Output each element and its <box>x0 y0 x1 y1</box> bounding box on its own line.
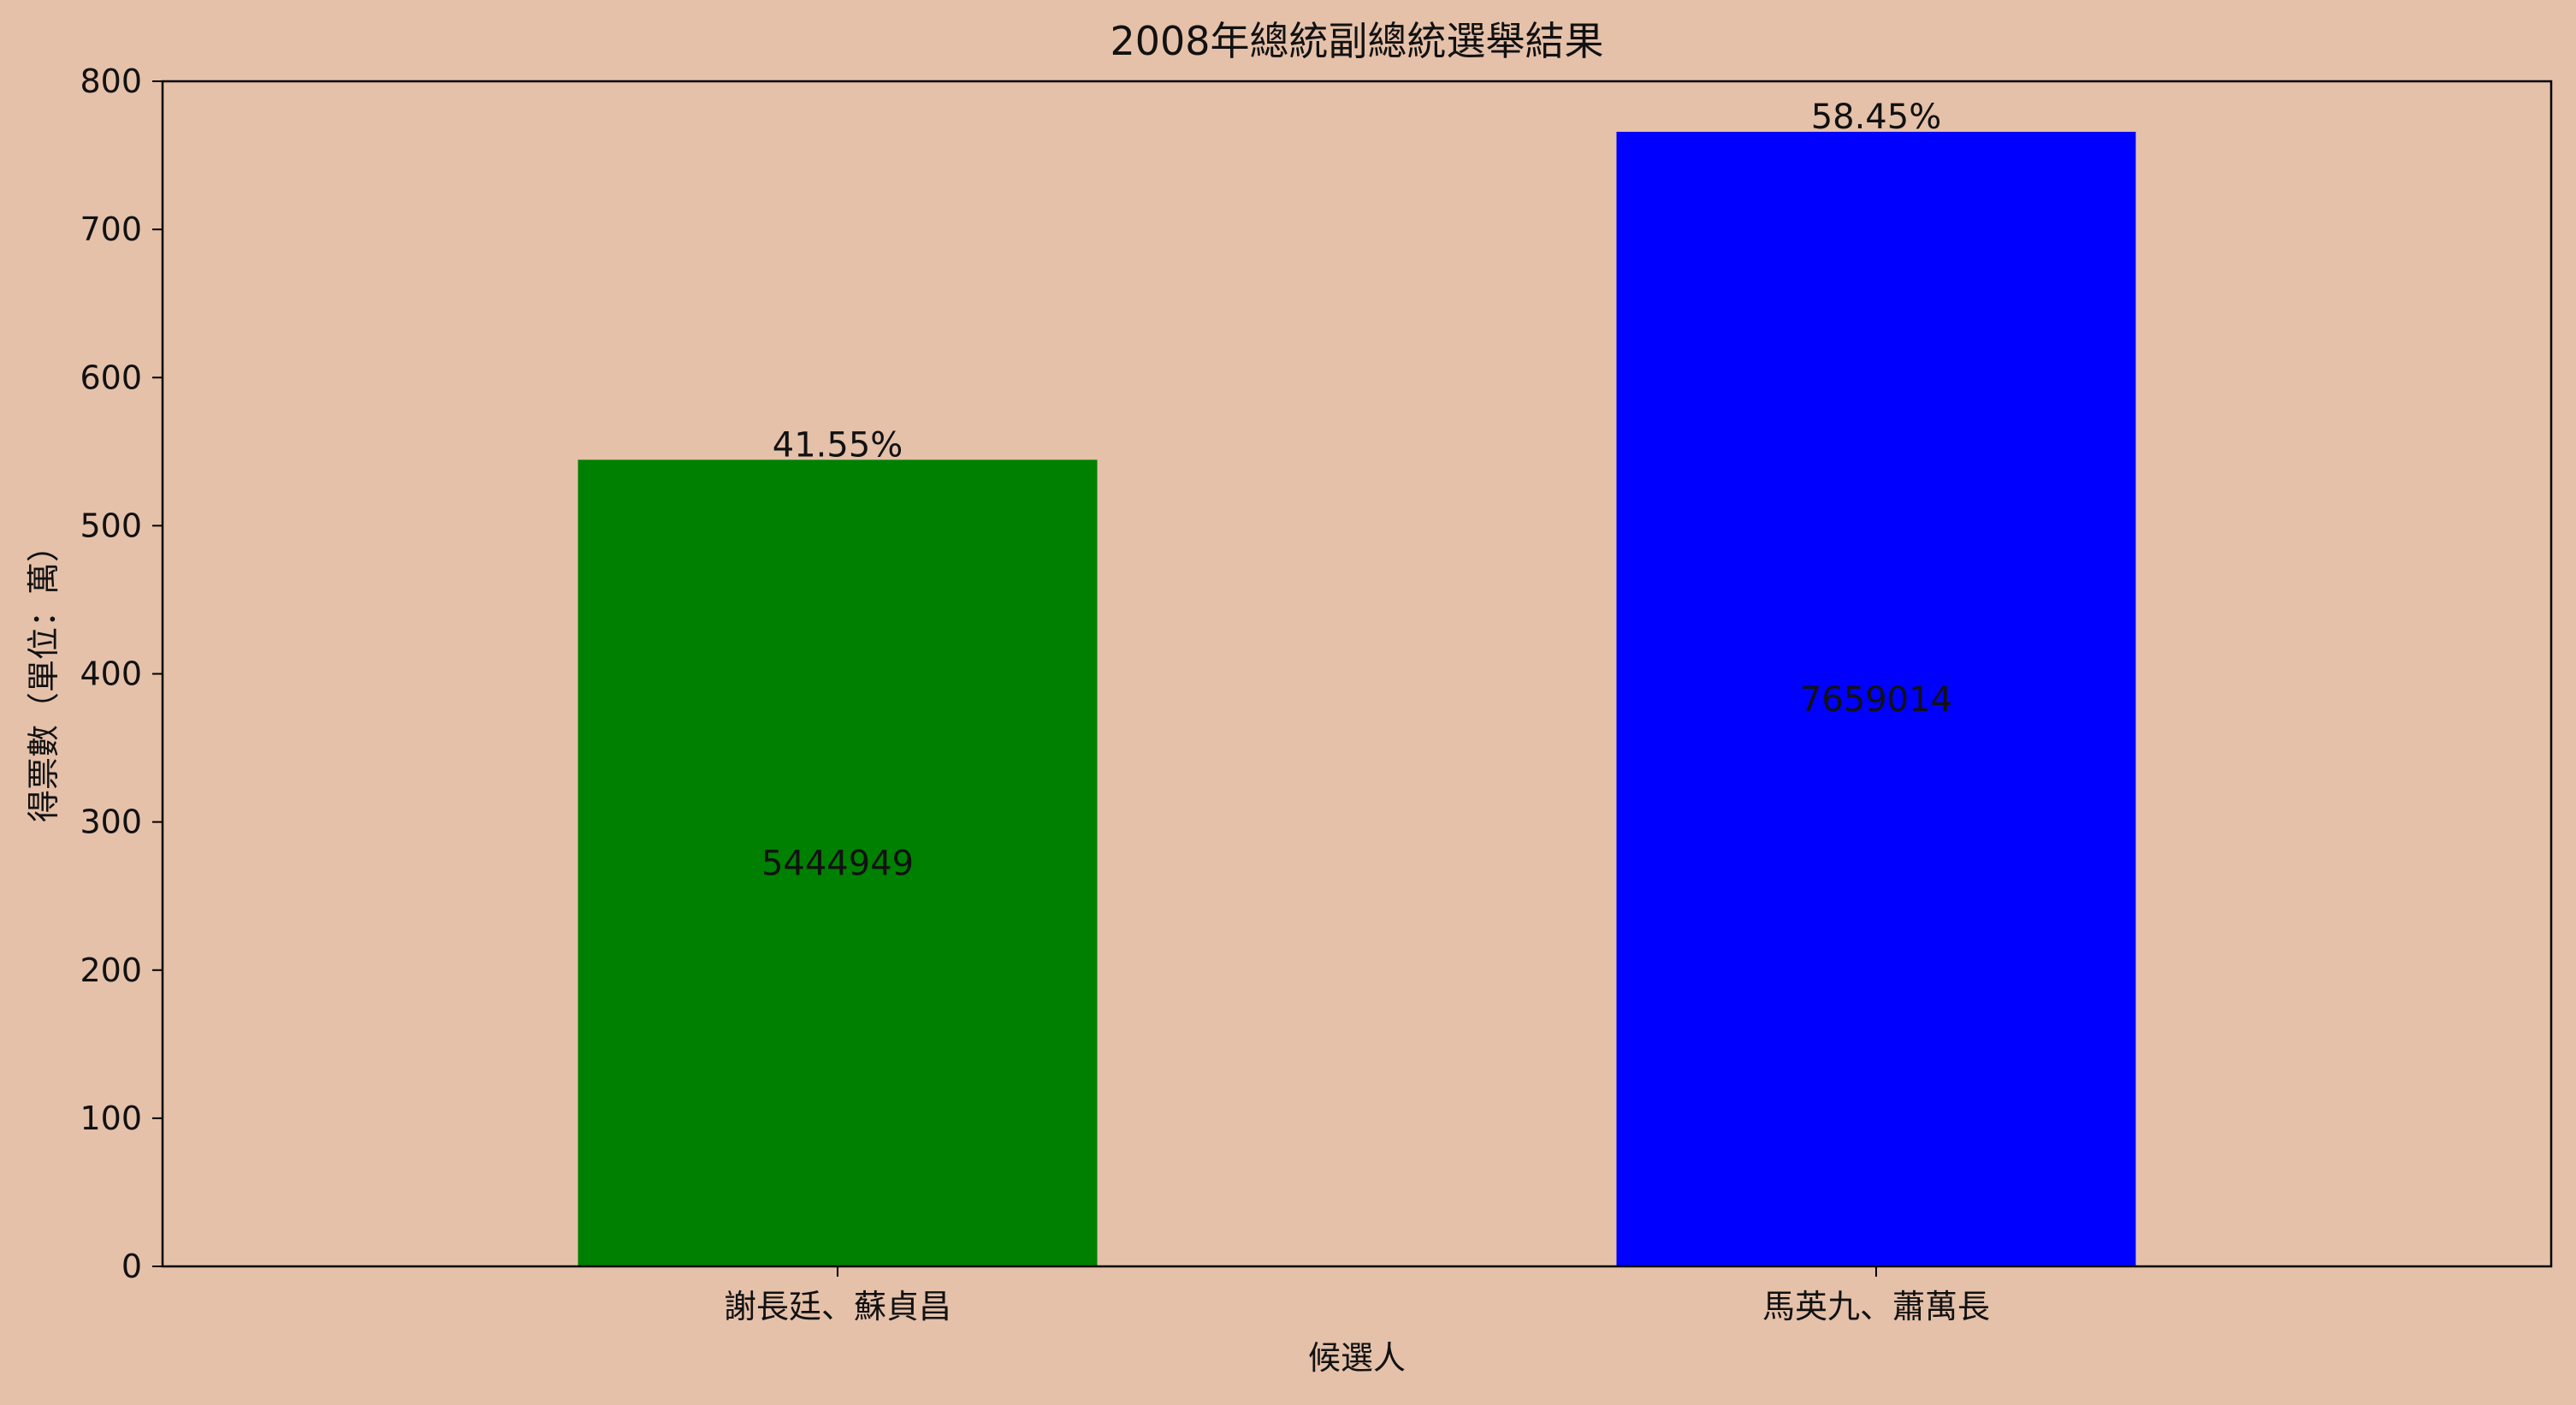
y-tick-label-6: 600 <box>80 359 142 396</box>
y-tick-label-3: 300 <box>80 803 142 841</box>
y-tick-label-0: 0 <box>121 1248 142 1285</box>
data-labels-layer: 41.55% 5444949 58.45% 7659014 <box>761 98 1952 884</box>
vote-label-1: 7659014 <box>1800 680 1952 720</box>
y-tick-label-1: 100 <box>80 1100 142 1137</box>
y-tick-label-2: 200 <box>80 951 142 989</box>
y-tick-label-5: 500 <box>80 507 142 544</box>
x-tick-label-1: 馬英九、蕭萬長 <box>1762 1288 1990 1325</box>
x-tick-label-0: 謝長廷、蘇貞昌 <box>724 1288 951 1325</box>
x-axis-label: 候選人 <box>1308 1339 1406 1377</box>
percent-label-0: 41.55% <box>773 425 903 465</box>
vote-label-0: 5444949 <box>761 845 914 884</box>
y-tick-label-7: 700 <box>80 210 142 248</box>
y-tick-label-8: 800 <box>80 62 142 100</box>
percent-label-1: 58.45% <box>1811 98 1942 137</box>
chart-title: 2008年總統副總統選舉結果 <box>1110 18 1603 64</box>
bars-layer <box>577 132 2136 1266</box>
bar-1 <box>1616 132 2136 1266</box>
y-axis-label: 得票數（單位：萬） <box>25 530 62 822</box>
y-tick-label-4: 400 <box>80 655 142 693</box>
bar-0 <box>577 459 1098 1266</box>
plot-frame <box>161 80 2553 1268</box>
axes-layer: 謝長廷、蘇貞昌 馬英九、蕭萬長 0 100 200 300 400 500 600 700 800 <box>80 62 2553 1325</box>
